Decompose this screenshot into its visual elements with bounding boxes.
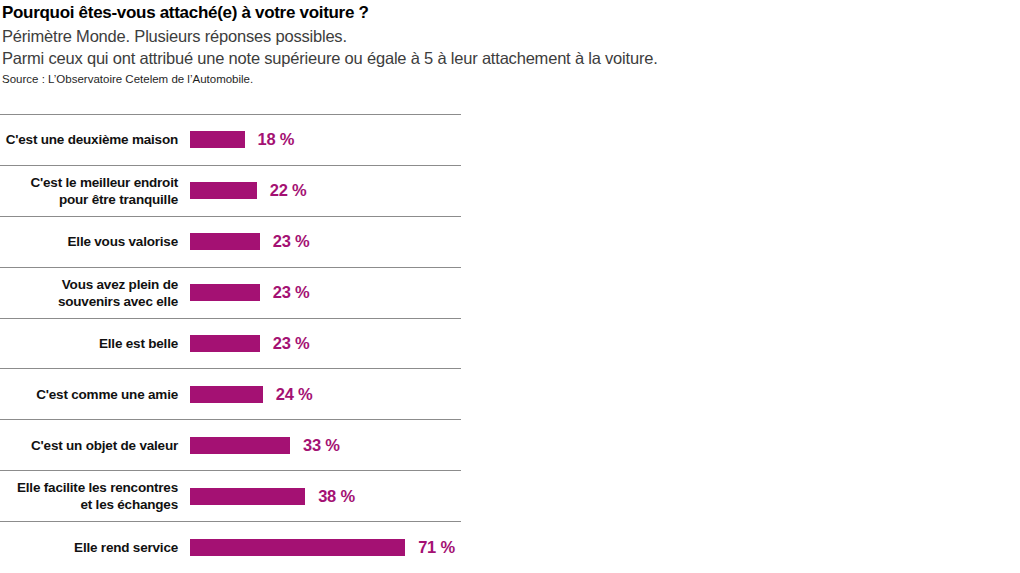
bar: [190, 539, 405, 556]
value-label: 23 %: [273, 232, 310, 251]
chart-title: Pourquoi êtes-vous attaché(e) à votre vo…: [2, 3, 1002, 23]
bar-zone: 24 %: [190, 385, 461, 404]
chart-subtitle-line2: Parmi ceux qui ont attribué une note sup…: [2, 48, 1002, 70]
chart-row: Elle est belle 23 %: [0, 318, 461, 369]
chart-source: Source : L’Observatoire Cetelem de l’Aut…: [2, 73, 1002, 85]
bar: [190, 284, 260, 301]
chart-row: Vous avez plein de souvenirs avec elle 2…: [0, 267, 461, 318]
value-label: 22 %: [270, 181, 307, 200]
bar-zone: 23 %: [190, 232, 461, 251]
category-label: C'est le meilleur endroit pour être tran…: [0, 174, 178, 208]
value-label: 23 %: [273, 334, 310, 353]
bar-chart: C'est une deuxième maison 18 % C'est le …: [0, 114, 461, 572]
value-label: 38 %: [318, 487, 355, 506]
value-label: 18 %: [258, 130, 295, 149]
chart-header: Pourquoi êtes-vous attaché(e) à votre vo…: [2, 3, 1002, 85]
bar-zone: 38 %: [190, 487, 461, 506]
chart-row: Elle facilite les rencontres et les écha…: [0, 470, 461, 521]
category-label: Elle facilite les rencontres et les écha…: [0, 479, 178, 513]
chart-row: C'est le meilleur endroit pour être tran…: [0, 165, 461, 216]
value-label: 33 %: [303, 436, 340, 455]
chart-row: C'est comme une amie 24 %: [0, 368, 461, 419]
bar: [190, 437, 290, 454]
category-label: C'est comme une amie: [0, 386, 178, 403]
bar-zone: 23 %: [190, 283, 461, 302]
category-label: C'est une deuxième maison: [0, 131, 178, 148]
bar: [190, 233, 260, 250]
bar: [190, 182, 257, 199]
bar-zone: 23 %: [190, 334, 461, 353]
bar-zone: 18 %: [190, 130, 461, 149]
value-label: 24 %: [276, 385, 313, 404]
bar-zone: 22 %: [190, 181, 461, 200]
bar: [190, 488, 305, 505]
bar: [190, 335, 260, 352]
chart-row: C'est un objet de valeur 33 %: [0, 419, 461, 470]
chart-row: C'est une deuxième maison 18 %: [0, 114, 461, 165]
category-label: C'est un objet de valeur: [0, 437, 178, 454]
category-label: Elle rend service: [0, 539, 178, 556]
bar: [190, 386, 263, 403]
bar-zone: 33 %: [190, 436, 461, 455]
chart-row: Elle rend service 71 %: [0, 521, 461, 572]
chart-subtitle-line1: Périmètre Monde. Plusieurs réponses poss…: [2, 26, 1002, 48]
chart-row: Elle vous valorise 23 %: [0, 216, 461, 267]
value-label: 23 %: [273, 283, 310, 302]
category-label: Elle vous valorise: [0, 233, 178, 250]
bar: [190, 131, 245, 148]
bar-zone: 71 %: [190, 538, 461, 557]
category-label: Elle est belle: [0, 335, 178, 352]
category-label: Vous avez plein de souvenirs avec elle: [0, 276, 178, 310]
value-label: 71 %: [418, 538, 455, 557]
